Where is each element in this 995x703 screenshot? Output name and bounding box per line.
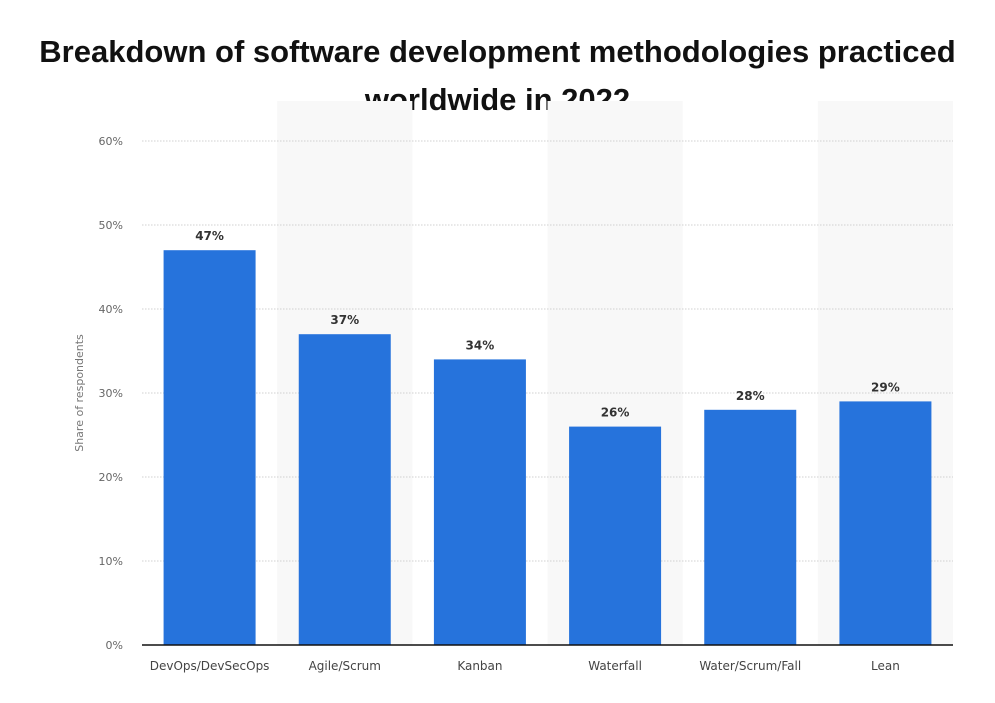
y-tick-label: 40% (99, 303, 123, 316)
y-tick-label: 60% (99, 135, 123, 148)
y-tick-label: 30% (99, 387, 123, 400)
bar (163, 250, 256, 645)
x-tick-label: Water/Scrum/Fall (699, 659, 801, 673)
bar (704, 409, 797, 645)
data-label: 29% (871, 380, 900, 394)
x-tick-label: Lean (871, 659, 900, 673)
data-label: 34% (466, 338, 495, 352)
x-tick-label: Waterfall (588, 659, 642, 673)
x-tick-label: Agile/Scrum (309, 659, 381, 673)
bar (298, 334, 391, 645)
bar (839, 401, 932, 645)
data-label: 47% (195, 229, 224, 243)
data-label: 37% (330, 313, 359, 327)
chart-title: Breakdown of software development method… (39, 34, 956, 117)
bar (569, 426, 662, 645)
bar (433, 359, 526, 645)
y-tick-label: 20% (99, 471, 123, 484)
data-label: 28% (736, 389, 765, 403)
y-tick-label: 50% (99, 219, 123, 232)
y-tick-label: 0% (106, 639, 123, 652)
y-axis-label: Share of respondents (73, 334, 86, 452)
y-tick-label: 10% (99, 555, 123, 568)
data-label: 26% (601, 406, 630, 420)
x-tick-label: DevOps/DevSecOps (150, 659, 270, 673)
x-tick-label: Kanban (457, 659, 502, 673)
